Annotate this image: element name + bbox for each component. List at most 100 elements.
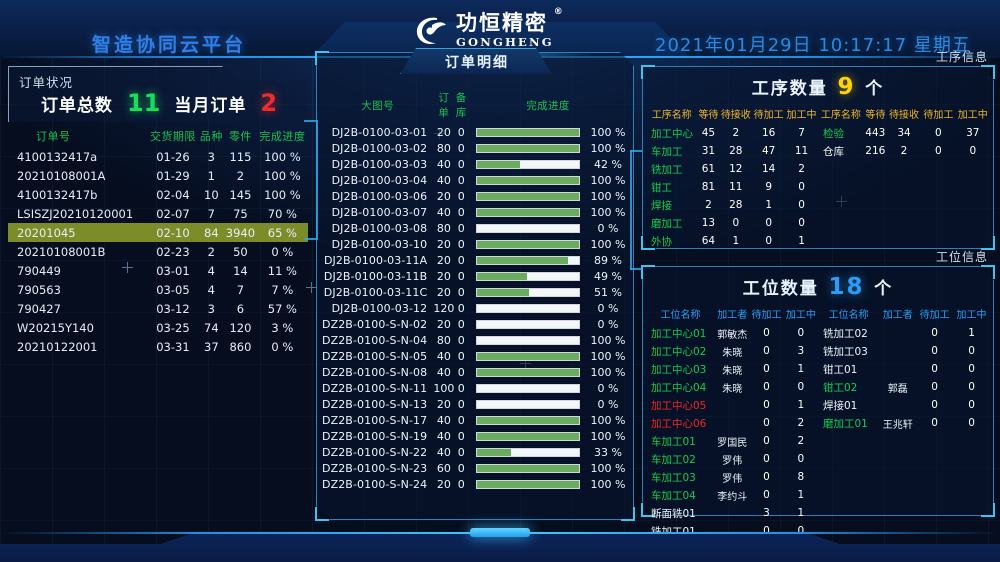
detail-row[interactable]: DJ2B-0100-03-08 80 0 0 % (322, 220, 628, 236)
process-row[interactable]: 磨加工 13 0 0 0 (646, 214, 818, 232)
detail-row[interactable]: DJ2B-0100-03-01 20 0 100 % (322, 124, 628, 140)
station-row[interactable]: 车加工03 罗伟 0 8 (646, 468, 818, 486)
detail-row[interactable]: DZ2B-0100-S-N-24 20 0 100 % (322, 476, 628, 492)
station-row[interactable]: 加工中心01 郭敏杰 0 0 (646, 324, 818, 342)
detail-row[interactable]: DJ2B-0100-03-02 80 0 100 % (322, 140, 628, 156)
progress-track (476, 447, 580, 457)
station-table-right[interactable]: 工位名称 加工者 待加工 加工中 铣加工02 0 1 铣加工03 0 0 钳工01 0 0 钳工0… (818, 304, 990, 540)
process-cell-wait: 61 (701, 163, 716, 175)
order-row[interactable]: W20215Y140 03-25 74 120 3 % (8, 318, 308, 337)
process-row[interactable]: 铣加工 61 12 14 2 (646, 160, 818, 178)
detail-row[interactable]: DZ2B-0100-S-N-23 60 0 100 % (322, 460, 628, 476)
progress-fill (477, 288, 530, 296)
order-row[interactable]: LSISZJ20210120001 02-07 7 75 70 % (8, 204, 308, 223)
progress-track (476, 143, 580, 153)
process-row[interactable]: 钳工 81 11 9 0 (646, 178, 818, 196)
station-row[interactable]: 加工中心05 0 1 (646, 396, 818, 414)
detail-row[interactable]: DZ2B-0100-S-N-13 20 0 0 % (322, 396, 628, 412)
detail-cell-stock: 0 (457, 189, 465, 203)
process-table-left[interactable]: 工序名称 等待 待接收 待加工 加工中 加工中心 45 2 16 7 车加工 31 28 47 1… (646, 104, 818, 250)
order-table[interactable]: 订单号 交货期限 品种 零件 完成进度 4100132417a 01-26 3 115… (8, 126, 308, 356)
detail-row[interactable]: DJ2B-0100-03-10 20 0 100 % (322, 236, 628, 252)
detail-row[interactable]: DZ2B-0100-S-N-17 40 0 100 % (322, 412, 628, 428)
detail-row[interactable]: DJ2B-0100-03-04 40 0 100 % (322, 172, 628, 188)
order-row[interactable]: 20201045 02-10 84 3940 65 % (8, 223, 308, 242)
order-row[interactable]: 790449 03-01 4 14 11 % (8, 261, 308, 280)
station-row[interactable]: 铣加工03 0 0 (818, 342, 990, 360)
detail-row[interactable]: DZ2B-0100-S-N-19 40 0 100 % (322, 428, 628, 444)
station-row[interactable]: 车加工02 罗伟 0 0 (646, 450, 818, 468)
detail-row[interactable]: DZ2B-0100-S-N-11 100 0 0 % (322, 380, 628, 396)
detail-row[interactable]: DJ2B-0100-03-07 40 0 100 % (322, 204, 628, 220)
station-panel-tag: 工位信息 (935, 250, 988, 264)
process-row[interactable]: 加工中心 45 2 16 7 (646, 124, 818, 142)
detail-row[interactable]: DJ2B-0100-03-11B 20 0 49 % (322, 268, 628, 284)
order-row[interactable]: 790427 03-12 3 6 57 % (8, 299, 308, 318)
detail-cell-order: 20 (436, 317, 451, 331)
detail-row[interactable]: DJ2B-0100-03-06 20 0 100 % (322, 188, 628, 204)
detail-row[interactable]: DZ2B-0100-S-N-04 80 0 100 % (322, 332, 628, 348)
corner-decoration (641, 236, 655, 250)
detail-row[interactable]: DZ2B-0100-S-N-22 40 0 33 % (322, 444, 628, 460)
process-row[interactable]: 外协 64 1 0 1 (646, 232, 818, 250)
process-row[interactable]: 检验 443 34 0 37 (818, 124, 990, 142)
order-status-panel: 订单状况 订单总数 11 当月订单 2 订单号 交货期限 品种 零件 完成进度 … (8, 66, 308, 354)
station-cell-name: 车加工02 (651, 453, 696, 466)
detail-row[interactable]: DZ2B-0100-S-N-05 40 0 100 % (322, 348, 628, 364)
order-cell-no: 790427 (17, 301, 61, 316)
station-row[interactable]: 钳工02 郭磊 0 0 (818, 378, 990, 396)
process-dual-table: 工序名称 等待 待接收 待加工 加工中 加工中心 45 2 16 7 车加工 31 28 47 1… (646, 104, 990, 250)
detail-cell-drawing: DZ2B-0100-S-N-11 (322, 381, 428, 395)
station-row[interactable]: 加工中心03 朱晓 0 1 (646, 360, 818, 378)
detail-cell-drawing: DZ2B-0100-S-N-13 (322, 397, 428, 411)
order-row[interactable]: 4100132417b 02-04 10 145 100 % (8, 185, 308, 204)
detail-row[interactable]: DJ2B-0100-03-11C 20 0 51 % (322, 284, 628, 300)
station-row[interactable]: 断面铣01 3 1 (646, 504, 818, 522)
station-row[interactable]: 铣加工02 0 1 (818, 324, 990, 342)
order-row[interactable]: 20210108001A 01-29 1 2 100 % (8, 166, 308, 185)
process-row[interactable]: 仓库 216 2 0 0 (818, 142, 990, 160)
detail-cell-percent: 100 % (590, 333, 626, 347)
order-detail-table[interactable]: 大图号 订单 备库 完成进度 DJ2B-0100-03-01 20 0 100 % DJ… (322, 88, 628, 492)
process-cell-wait: 45 (701, 127, 716, 139)
process-row[interactable]: 车加工 31 28 47 11 (646, 142, 818, 160)
detail-row[interactable]: DJ2B-0100-03-12 120 0 0 % (322, 300, 628, 316)
station-row[interactable]: 加工中心02 朱晓 0 3 (646, 342, 818, 360)
order-detail-panel: 订单明细 大图号 订单 备库 完成进度 DJ2B-0100-03-01 20 0 10… (315, 48, 635, 521)
station-row[interactable]: 车加工04 李约斗 0 1 (646, 486, 818, 504)
order-row[interactable]: 4100132417a 01-26 3 115 100 % (8, 147, 308, 166)
detail-row[interactable]: DZ2B-0100-S-N-08 40 0 100 % (322, 364, 628, 380)
progress-fill (477, 144, 579, 152)
detail-cell-percent: 0 % (597, 381, 619, 395)
progress-track (476, 207, 580, 217)
progress-fill (477, 160, 520, 168)
station-row[interactable]: 焊接01 0 0 (818, 396, 990, 414)
process-cell-doing: 11 (794, 145, 809, 157)
process-panel-tag: 工序信息 (935, 50, 988, 64)
station-row[interactable]: 钳工01 0 0 (818, 360, 990, 378)
station-row[interactable]: 加工中心04 朱晓 0 0 (646, 378, 818, 396)
order-row[interactable]: 20210122001 03-31 37 860 0 % (8, 337, 308, 356)
order-cell-due: 01-29 (156, 168, 190, 183)
process-table-right[interactable]: 工序名称 等待 待接收 待加工 加工中 检验 443 34 0 37 仓库 216 2 0 0 (818, 104, 990, 250)
order-row[interactable]: 790563 03-05 4 7 7 % (8, 280, 308, 299)
detail-cell-percent: 0 % (597, 317, 619, 331)
process-cell-wait: 64 (701, 235, 716, 247)
order-cell-kind: 3 (207, 301, 215, 316)
detail-cell-percent: 100 % (590, 205, 626, 219)
order-cell-no: 790563 (17, 282, 61, 297)
page-title: 智造协同云平台 (92, 35, 247, 56)
detail-row[interactable]: DZ2B-0100-S-N-02 20 0 0 % (322, 316, 628, 332)
station-table-left[interactable]: 工位名称 加工者 待加工 加工中 加工中心01 郭敏杰 0 0 加工中心02 朱晓 0 3 加工… (646, 304, 818, 540)
station-row[interactable]: 车加工01 罗国民 0 2 (646, 432, 818, 450)
detail-cell-stock: 0 (457, 221, 465, 235)
detail-tab-header[interactable]: 订单明细 (400, 48, 552, 74)
detail-row[interactable]: DJ2B-0100-03-03 40 0 42 % (322, 156, 628, 172)
process-row[interactable]: 焊接 2 28 1 0 (646, 196, 818, 214)
progress-track (476, 287, 580, 297)
process-cell-doing: 1 (798, 235, 805, 247)
detail-row[interactable]: DJ2B-0100-03-11A 20 0 89 % (322, 252, 628, 268)
order-row[interactable]: 20210108001B 02-23 2 50 0 % (8, 242, 308, 261)
station-row[interactable]: 磨加工01 王兆轩 0 0 (818, 414, 990, 432)
station-row[interactable]: 加工中心06 0 2 (646, 414, 818, 432)
